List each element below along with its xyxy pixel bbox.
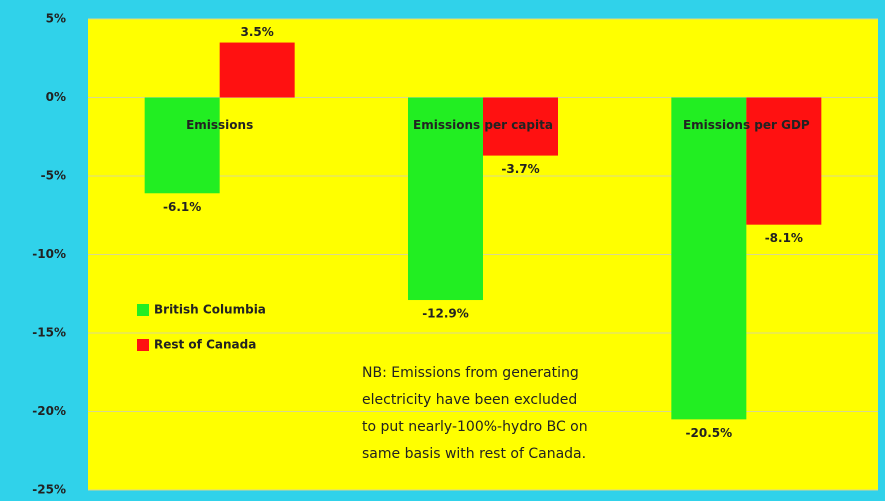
y-tick-label: -25%	[32, 483, 66, 497]
bar	[144, 97, 220, 194]
value-label: -8.1%	[765, 231, 803, 245]
y-tick-label: -15%	[32, 326, 66, 340]
y-tick-label: -10%	[32, 247, 66, 261]
value-label: -20.5%	[686, 426, 733, 440]
value-label: -12.9%	[422, 307, 469, 321]
y-tick-label: -20%	[32, 404, 66, 418]
value-label: 3.5%	[241, 25, 274, 39]
annotation: same basis with rest of Canada.	[362, 446, 586, 462]
legend-swatch	[137, 304, 149, 316]
legend-swatch	[137, 339, 149, 351]
x-tick-label: Emissions	[186, 118, 253, 132]
bar	[408, 97, 483, 301]
y-tick-label: -5%	[41, 169, 66, 183]
value-label: -3.7%	[501, 162, 539, 176]
value-label: -6.1%	[163, 200, 201, 214]
bar	[483, 97, 558, 156]
annotation: NB: Emissions from generating	[362, 365, 579, 381]
annotation: to put nearly-100%-hydro BC on	[362, 419, 588, 435]
y-tick-label: 5%	[46, 12, 66, 26]
bar	[746, 97, 822, 225]
bar	[219, 42, 295, 98]
legend-label: British Columbia	[154, 303, 266, 317]
annotation: electricity have been excluded	[362, 392, 577, 408]
x-tick-label: Emissions per capita	[413, 118, 553, 132]
x-tick-label: Emissions per GDP	[683, 118, 810, 132]
legend-label: Rest of Canada	[154, 338, 256, 352]
y-tick-label: 0%	[46, 90, 66, 104]
bar	[671, 97, 747, 420]
